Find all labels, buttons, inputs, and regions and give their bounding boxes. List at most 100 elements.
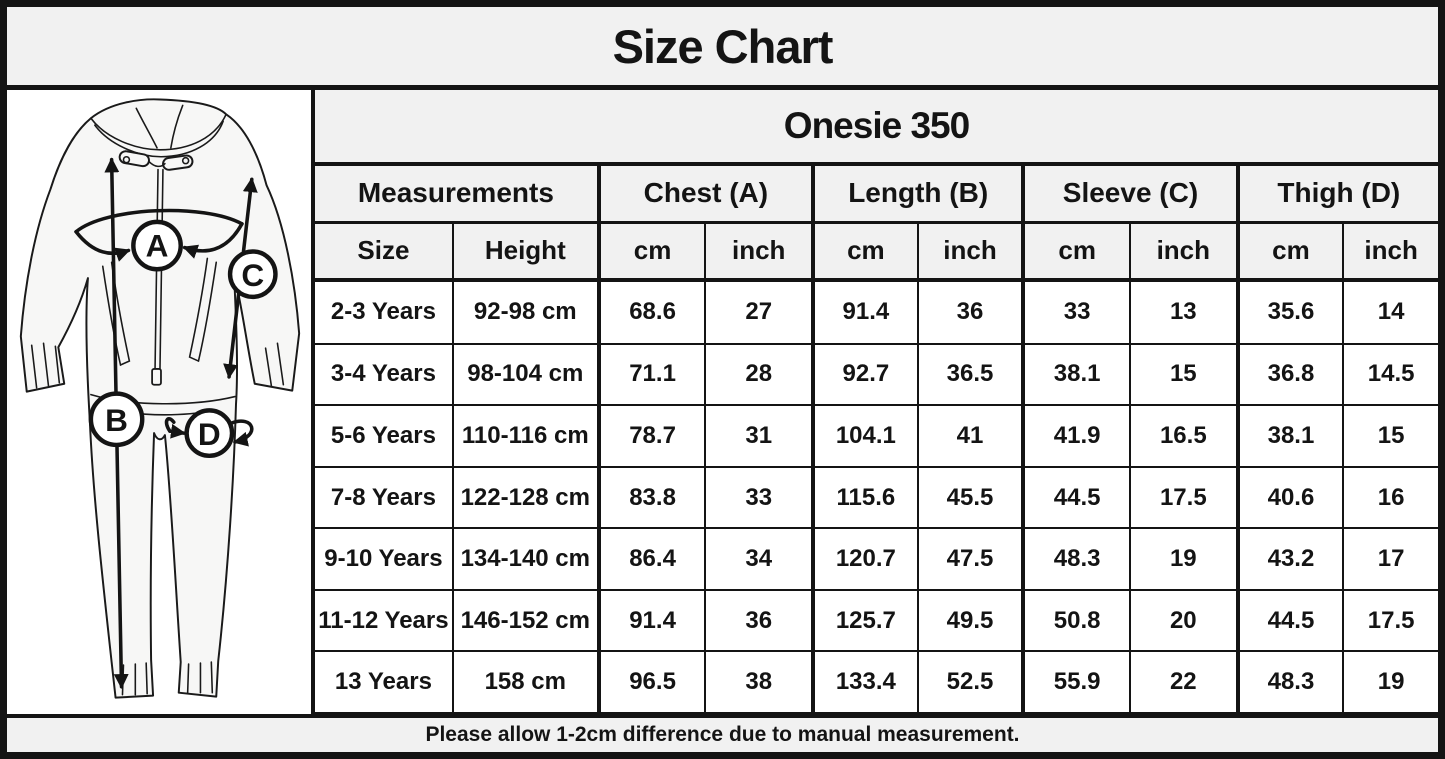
thigh-arrow	[168, 423, 186, 439]
cell-thigh-cm: 48.3	[1235, 650, 1345, 714]
cell-length-cm: 92.7	[811, 342, 919, 407]
table-row: 7-8 Years 122-128 cm 83.8 33 115.6 45.5 …	[315, 465, 1438, 530]
cell-sleeve-cm: 48.3	[1021, 527, 1131, 591]
cell-sleeve-cm: 41.9	[1021, 404, 1131, 468]
table-row: 5-6 Years 110-116 cm 78.7 31 104.1 41 41…	[315, 404, 1438, 468]
cell-length-inch: 49.5	[916, 588, 1025, 653]
right-pocket	[188, 257, 218, 363]
cell-sleeve-inch: 20	[1128, 588, 1239, 653]
cell-length-cm: 125.7	[811, 588, 919, 653]
cell-chest-inch: 36	[704, 588, 815, 653]
cell-length-cm: 91.4	[811, 279, 919, 345]
cell-length-cm: 115.6	[811, 465, 919, 530]
cell-height: 122-128 cm	[451, 465, 600, 530]
cell-sleeve-inch: 19	[1128, 527, 1239, 591]
table-row: 3-4 Years 98-104 cm 71.1 28 92.7 36.5 38…	[315, 342, 1438, 407]
col-header-length-cm: cm	[811, 221, 919, 282]
cell-thigh-inch: 17	[1342, 527, 1438, 591]
col-header-chest-cm: cm	[596, 221, 707, 282]
cell-length-inch: 47.5	[916, 527, 1025, 591]
cell-size: 9-10 Years	[315, 527, 454, 591]
cell-chest-cm: 83.8	[596, 465, 707, 530]
main-area: A B C D	[7, 90, 1438, 714]
size-table: Onesie 350 Measurements Chest (A) Length…	[315, 90, 1438, 714]
cell-size: 5-6 Years	[315, 404, 454, 468]
cell-chest-cm: 78.7	[596, 404, 707, 468]
cell-chest-cm: 71.1	[596, 342, 707, 407]
cell-chest-inch: 38	[704, 650, 815, 714]
table-row: 9-10 Years 134-140 cm 86.4 34 120.7 47.5…	[315, 527, 1438, 591]
col-header-thigh-cm: cm	[1235, 221, 1345, 282]
onesie-diagram: A B C D	[19, 98, 301, 699]
table-row: 2-3 Years 92-98 cm 68.6 27 91.4 36 33 13…	[315, 279, 1438, 345]
onesie-diagram-panel: A B C D	[7, 90, 315, 714]
cell-thigh-cm: 38.1	[1235, 404, 1345, 468]
column-group-thigh: Thigh (D)	[1235, 163, 1438, 224]
column-group-sleeve: Sleeve (C)	[1021, 163, 1239, 224]
cell-length-inch: 36.5	[916, 342, 1025, 407]
product-name: Onesie 350	[315, 90, 1438, 166]
cell-size: 3-4 Years	[315, 342, 454, 407]
cell-sleeve-inch: 15	[1128, 342, 1239, 407]
cell-thigh-cm: 43.2	[1235, 527, 1345, 591]
cell-length-inch: 41	[916, 404, 1025, 468]
cell-sleeve-cm: 33	[1021, 279, 1131, 345]
marker-sleeve: C	[227, 249, 278, 300]
cell-length-cm: 120.7	[811, 527, 919, 591]
cell-chest-cm: 91.4	[596, 588, 707, 653]
size-table-wrap: Onesie 350 Measurements Chest (A) Length…	[315, 90, 1438, 714]
cell-chest-inch: 27	[704, 279, 815, 345]
cell-thigh-cm: 35.6	[1235, 279, 1345, 345]
cell-size: 11-12 Years	[315, 588, 454, 653]
marker-chest: A	[131, 219, 183, 272]
cell-height: 98-104 cm	[451, 342, 600, 407]
product-header-row: Onesie 350	[315, 90, 1438, 166]
cell-height: 158 cm	[451, 650, 600, 714]
cell-size: 13 Years	[315, 650, 454, 714]
table-row: 11-12 Years 146-152 cm 91.4 36 125.7 49.…	[315, 588, 1438, 653]
cell-chest-inch: 31	[704, 404, 815, 468]
cell-length-inch: 45.5	[916, 465, 1025, 530]
cell-size: 2-3 Years	[315, 279, 454, 345]
marker-thigh: D	[184, 408, 235, 459]
cell-sleeve-inch: 22	[1128, 650, 1239, 714]
cell-thigh-inch: 14	[1342, 279, 1438, 345]
cell-thigh-cm: 44.5	[1235, 588, 1345, 653]
cell-chest-inch: 28	[704, 342, 815, 407]
marker-length-label: B	[105, 402, 128, 438]
col-header-height: Height	[451, 221, 600, 282]
thigh-loop	[229, 419, 254, 447]
chest-arc	[74, 208, 244, 234]
cell-chest-cm: 86.4	[596, 527, 707, 591]
marker-sleeve-label: C	[241, 257, 264, 293]
col-header-sleeve-inch: inch	[1128, 221, 1239, 282]
cell-sleeve-inch: 16.5	[1128, 404, 1239, 468]
cell-length-inch: 52.5	[916, 650, 1025, 714]
cell-chest-inch: 33	[704, 465, 815, 530]
cell-length-cm: 133.4	[811, 650, 919, 714]
thigh-hook	[164, 417, 176, 433]
marker-length: B	[88, 391, 145, 448]
chest-arrow-right	[182, 222, 244, 259]
cell-length-inch: 36	[916, 279, 1025, 345]
cell-chest-cm: 96.5	[596, 650, 707, 714]
cell-sleeve-cm: 44.5	[1021, 465, 1131, 530]
col-header-chest-inch: inch	[704, 221, 815, 282]
cell-height: 110-116 cm	[451, 404, 600, 468]
cell-sleeve-cm: 55.9	[1021, 650, 1131, 714]
cell-size: 7-8 Years	[315, 465, 454, 530]
col-header-thigh-inch: inch	[1342, 221, 1438, 282]
column-group-measurements: Measurements	[315, 163, 600, 224]
table-row: 13 Years 158 cm 96.5 38 133.4 52.5 55.9 …	[315, 650, 1438, 714]
hood-fold-left	[135, 107, 158, 149]
cell-length-cm: 104.1	[811, 404, 919, 468]
column-group-chest: Chest (A)	[596, 163, 815, 224]
cell-height: 134-140 cm	[451, 527, 600, 591]
footer-note: Please allow 1-2cm difference due to man…	[7, 714, 1438, 752]
onesie-outline	[19, 98, 301, 699]
cuff-ribs	[30, 342, 285, 696]
cell-sleeve-inch: 17.5	[1128, 465, 1239, 530]
hood-opening	[90, 113, 227, 151]
cell-thigh-inch: 19	[1342, 650, 1438, 714]
